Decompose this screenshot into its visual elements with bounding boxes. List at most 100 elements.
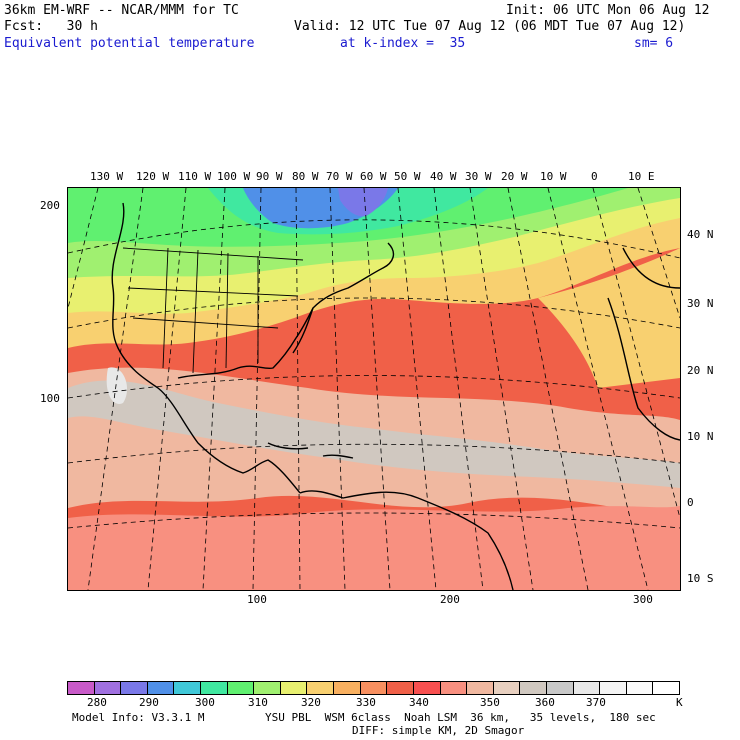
- colorbar-label: 370: [586, 696, 606, 709]
- cuba: [267, 442, 309, 450]
- lon-label: 100 W: [217, 170, 251, 183]
- lon-label: 40 W: [430, 170, 457, 183]
- colorbar-swatch: [625, 681, 654, 695]
- meridian-line: [68, 188, 99, 309]
- colorbar-label: 300: [195, 696, 215, 709]
- forecast-hour: Fcst: 30 h: [4, 19, 98, 34]
- lat-label: 10 N: [687, 430, 714, 443]
- colorbar-label: 280: [87, 696, 107, 709]
- africa-coast: [607, 297, 680, 441]
- colorbar-swatch: [226, 681, 255, 695]
- parallel-line: [68, 443, 680, 464]
- cold-core: [338, 188, 388, 217]
- meridian-line: [592, 188, 680, 519]
- theta-e-map: [67, 187, 681, 591]
- border-line: [127, 287, 299, 297]
- lat-label: 40 N: [687, 228, 714, 241]
- south-america-coast: [299, 490, 514, 590]
- colorbar-label: 340: [409, 696, 429, 709]
- parallel-line: [68, 219, 680, 259]
- parallel-line: [68, 297, 680, 329]
- lon-label: 130 W: [90, 170, 124, 183]
- political-boundaries: [122, 247, 304, 374]
- colorbar-swatch: [173, 681, 202, 695]
- grid-y-label: 200: [40, 199, 60, 212]
- colorbar-label: 320: [301, 696, 321, 709]
- colorbar-label: 350: [480, 696, 500, 709]
- colorbar-label: 360: [535, 696, 555, 709]
- east-atlantic-cool: [538, 248, 680, 388]
- colorbar-swatch: [279, 681, 308, 695]
- colorbar-swatch: [492, 681, 521, 695]
- colorbar-swatch: [439, 681, 468, 695]
- colorbar-swatch: [412, 681, 441, 695]
- lat-label: 30 N: [687, 297, 714, 310]
- colorbar-swatch: [386, 681, 414, 695]
- lat-label: 20 N: [687, 364, 714, 377]
- colorbar-swatch: [545, 681, 574, 695]
- lon-label: 110 W: [178, 170, 212, 183]
- colorbar-swatch: [652, 681, 680, 695]
- model-info: Model Info: V3.3.1 M: [72, 711, 205, 724]
- meridian-line: [87, 188, 144, 590]
- lon-label: 80 W: [292, 170, 319, 183]
- colorbar-swatch: [572, 681, 601, 695]
- colorbar-swatch: [359, 681, 388, 695]
- coastlines: [111, 202, 680, 590]
- parallel-line: [68, 375, 680, 399]
- physics-line-1: YSU PBL WSM 6class Noah LSM 36 km, 35 le…: [265, 711, 656, 724]
- lon-label: 20 W: [501, 170, 528, 183]
- grid-y-label: 100: [40, 392, 60, 405]
- lon-label: 70 W: [326, 170, 353, 183]
- field-name: Equivalent potential temperature: [4, 36, 255, 51]
- grid-x-label: 100: [247, 593, 267, 606]
- colorbar-unit: K: [676, 696, 683, 709]
- lon-label: 10 E: [628, 170, 655, 183]
- meridian-line: [147, 188, 187, 590]
- meridian-line: [295, 188, 301, 590]
- grid-x-label: 200: [440, 593, 460, 606]
- meridian-line: [252, 188, 262, 590]
- colorbar-swatch: [93, 681, 122, 695]
- physics-line-2: DIFF: simple KM, 2D Smagor: [352, 724, 525, 737]
- atlantic-coast: [177, 242, 395, 379]
- lon-label: 30 W: [465, 170, 492, 183]
- pacific-coast: [111, 202, 301, 494]
- hispaniola: [322, 454, 354, 459]
- dry-zone: [68, 380, 680, 488]
- colorbar-swatch: [599, 681, 627, 695]
- lon-label: 90 W: [256, 170, 283, 183]
- lon-label: 120 W: [136, 170, 170, 183]
- colorbar-swatch: [120, 681, 148, 695]
- border-line: [132, 317, 279, 329]
- colorbar-swatch: [306, 681, 335, 695]
- lat-label: 10 S: [687, 572, 714, 585]
- lon-label: 0: [591, 170, 598, 183]
- border-line: [162, 247, 169, 369]
- south-band: [68, 506, 680, 590]
- grid-x-label: 300: [633, 593, 653, 606]
- colorbar-label: 290: [139, 696, 159, 709]
- meridian-line: [637, 188, 680, 319]
- colorbar-swatch: [200, 681, 228, 695]
- border-line: [192, 249, 199, 374]
- lon-label: 50 W: [394, 170, 421, 183]
- dry-zone-baja: [106, 367, 128, 404]
- smoothing-label: sm= 6: [634, 36, 674, 51]
- init-time: Init: 06 UTC Mon 06 Aug 12: [506, 3, 710, 18]
- valid-time: Valid: 12 UTC Tue 07 Aug 12 (06 MDT Tue …: [294, 19, 686, 34]
- florida: [292, 307, 314, 354]
- meridian-line: [363, 188, 391, 590]
- level-label: at k-index = 35: [340, 36, 466, 51]
- colorbar-swatch: [146, 681, 175, 695]
- colorbar-swatch: [333, 681, 361, 695]
- meridian-line: [433, 188, 484, 590]
- lat-label: 0: [687, 496, 694, 509]
- map-canvas: [68, 188, 680, 590]
- parallel-line: [68, 512, 680, 529]
- colorbar-label: 330: [356, 696, 376, 709]
- colorbar-label: 310: [248, 696, 268, 709]
- meridian-line: [469, 188, 534, 590]
- border-line: [225, 252, 229, 369]
- lon-label: 10 W: [540, 170, 567, 183]
